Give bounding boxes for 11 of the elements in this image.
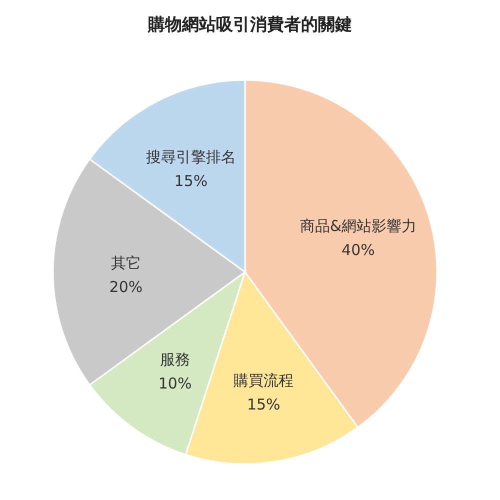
data-label: 15%	[174, 172, 208, 190]
data-label: 10%	[158, 374, 192, 392]
data-label: 15%	[246, 396, 280, 414]
data-label: 20%	[109, 278, 143, 296]
slice-label: 購買流程	[234, 372, 294, 390]
chart-title: 購物網站吸引消費者的關鍵	[147, 15, 352, 35]
slice-label: 其它	[110, 254, 141, 272]
slice-label: 搜尋引擎排名	[146, 148, 236, 166]
data-label: 40%	[342, 241, 375, 260]
slice-label: 商品&網站影響力	[300, 217, 417, 236]
slice-label: 服務	[160, 350, 190, 368]
